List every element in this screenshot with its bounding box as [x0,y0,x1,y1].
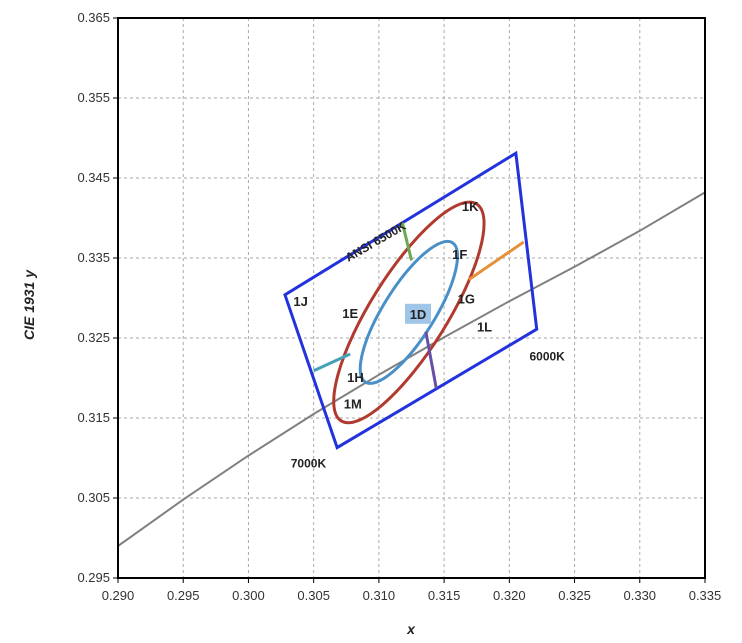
inner-ellipse [358,239,460,385]
bin-label: 1K [462,199,479,214]
divider-segment [313,352,351,373]
plot-background [118,18,705,578]
plot-frame [117,17,706,579]
bin-label: 1J [293,294,307,309]
bin-label: 1E [342,306,358,321]
bin-label: 1L [477,320,492,335]
y-tick-label: 0.295 [77,570,110,585]
x-tick-label: 0.310 [363,588,396,603]
ansi-quadrangle-outline [283,150,539,450]
y-tick-label: 0.325 [77,330,110,345]
y-tick-labels: 0.295 0.305 0.315 0.325 0.335 0.345 0.355 0.365 [77,10,110,585]
annotation-label: 7000K [291,457,327,471]
y-tick-label: 0.365 [77,10,110,25]
bin-highlight-box [405,303,432,324]
x-tick-label: 0.315 [428,588,461,603]
x-axis-title: x [406,621,416,637]
bin-labels: 1K 1F 1G 1J 1E 1D 1L 1H 1M [293,199,492,412]
bin-label: 1G [458,292,475,307]
planckian-locus [117,191,706,547]
bin-label: 1M [344,396,362,411]
ansi-quadrangle [283,150,539,450]
x-tick-label: 0.325 [558,588,591,603]
x-tick-label: 0.305 [297,588,330,603]
y-tick-label: 0.305 [77,490,110,505]
divider-segment [400,222,413,261]
planckian-locus-line [117,191,706,547]
y-tick-label: 0.315 [77,410,110,425]
bin-label: 1F [452,247,467,262]
y-tick-label: 0.345 [77,170,110,185]
y-tick-label: 0.355 [77,90,110,105]
y-axis-title: CIE 1931 y [21,269,37,340]
x-tick-label: 0.300 [232,588,265,603]
x-tick-label: 0.335 [689,588,722,603]
divider-segment [468,240,525,281]
outer-ellipse [332,200,486,425]
x-tick-label: 0.295 [167,588,200,603]
x-tick-label: 0.320 [493,588,526,603]
x-tick-label: 0.330 [624,588,657,603]
x-tick-label: 0.290 [102,588,135,603]
bin-label: 1H [347,370,364,385]
bin-label: 1D [410,307,427,322]
divider-segment [424,331,438,389]
y-tick-label: 0.335 [77,250,110,265]
annotation-label: 6000K [529,349,565,363]
x-tick-labels: 0.290 0.295 0.300 0.305 0.310 0.315 0.320 0.325… [102,588,722,603]
bin-divider-segments [313,222,525,389]
macadam-ellipses [332,200,486,425]
